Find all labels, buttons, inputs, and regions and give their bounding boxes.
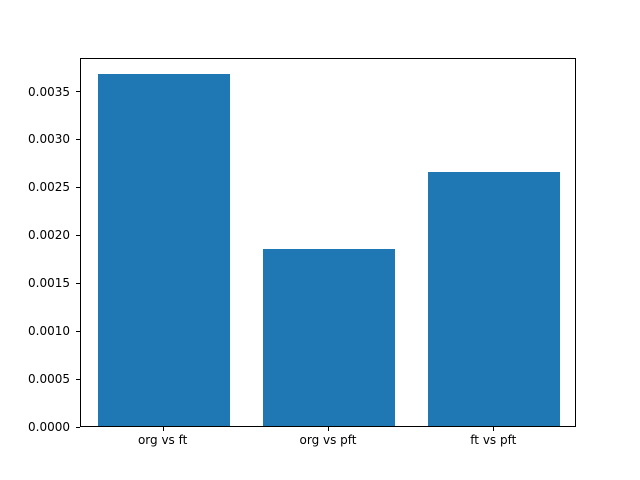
- x-tick-mark: [493, 427, 495, 431]
- x-tick-label: org vs ft: [137, 433, 188, 447]
- y-tick-mark: [76, 138, 80, 140]
- y-tick-mark: [76, 91, 80, 93]
- y-tick-label: 0.0000: [28, 420, 70, 434]
- y-tick-mark: [76, 282, 80, 284]
- y-tick-label: 0.0015: [28, 276, 70, 291]
- y-tick-label: 0.0020: [28, 228, 70, 243]
- x-tick-label: ft vs pft: [470, 433, 517, 447]
- y-tick-label: 0.0030: [28, 132, 70, 147]
- y-tick-label: 0.0005: [28, 372, 70, 387]
- bar-ft-vs-pft: [428, 172, 561, 426]
- bar-org-vs-pft: [262, 248, 396, 426]
- y-tick-mark: [76, 426, 80, 428]
- y-tick-mark: [76, 234, 80, 236]
- bar-org-vs-ft: [97, 74, 230, 426]
- y-tick-mark: [76, 378, 80, 380]
- y-tick-mark: [76, 330, 80, 332]
- x-tick-mark: [162, 427, 164, 431]
- x-tick-label: org vs pft: [299, 433, 357, 447]
- plot-area: [80, 58, 576, 427]
- y-tick-label: 0.0010: [28, 324, 70, 339]
- y-tick-label: 0.0025: [28, 180, 70, 195]
- y-tick-mark: [76, 186, 80, 188]
- y-tick-label: 0.0035: [28, 84, 70, 99]
- x-tick-mark: [328, 427, 329, 431]
